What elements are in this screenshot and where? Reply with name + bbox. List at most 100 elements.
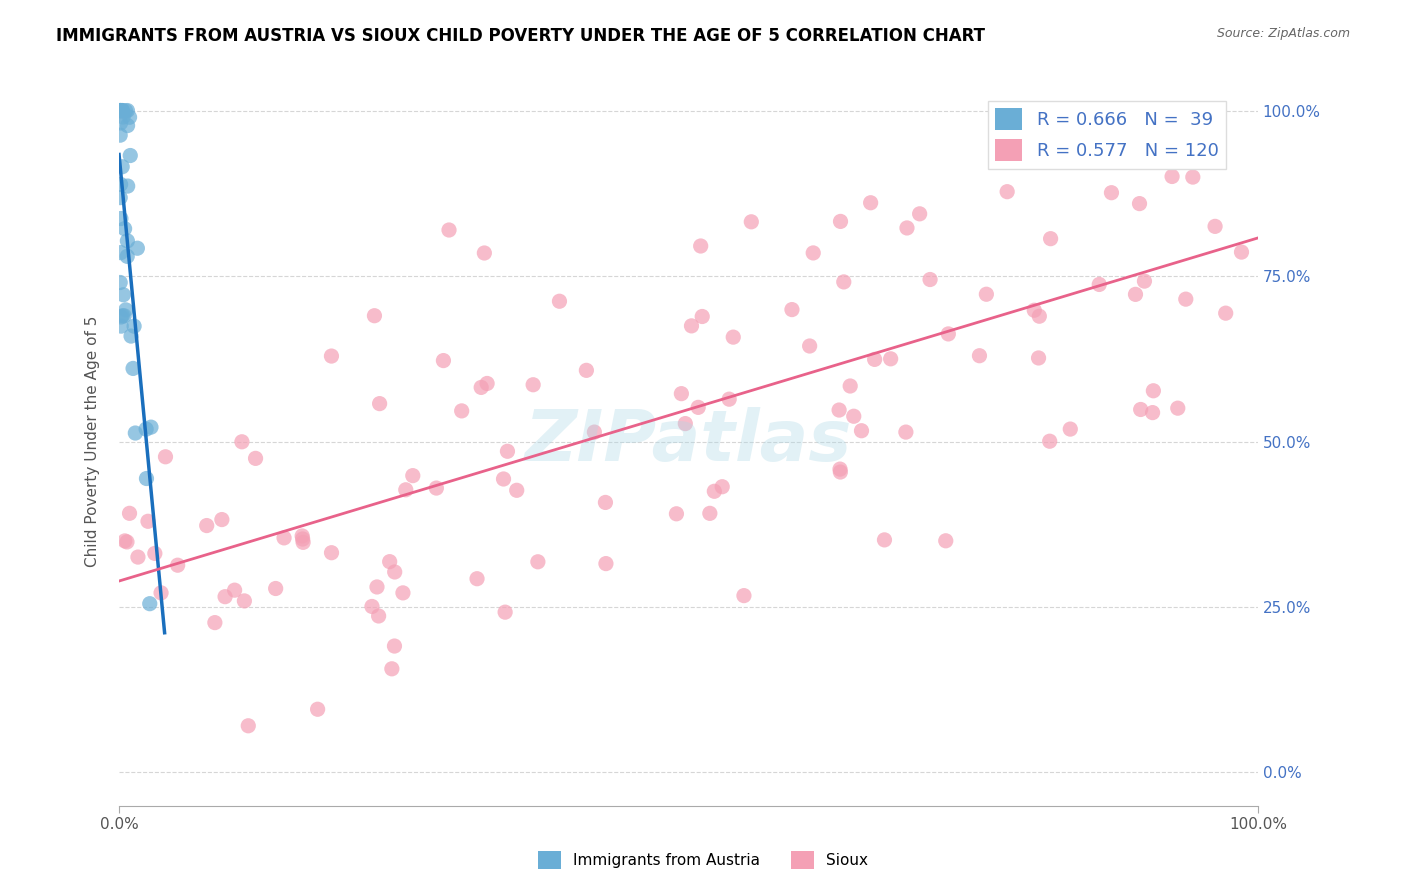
Sioux (1088, 277, 1111, 292)
Immigrants from Austria (139, 420, 162, 434)
Sioux (828, 462, 851, 476)
Sioux (496, 444, 519, 458)
Sioux (204, 615, 226, 630)
Sioux (321, 349, 343, 363)
Sioux (527, 555, 550, 569)
Immigrants from Austria (110, 116, 132, 130)
Sioux (321, 546, 343, 560)
Sioux (671, 386, 693, 401)
Sioux (437, 223, 460, 237)
Immigrants from Austria (117, 179, 139, 194)
Legend: R = 0.666   N =  39, R = 0.577   N = 120: R = 0.666 N = 39, R = 0.577 N = 120 (988, 101, 1226, 169)
Immigrants from Austria (110, 211, 132, 226)
Immigrants from Austria (110, 245, 132, 260)
Sioux (799, 339, 821, 353)
Sioux (935, 533, 957, 548)
Sioux (851, 424, 873, 438)
Sioux (859, 195, 882, 210)
Sioux (1161, 169, 1184, 184)
Sioux (879, 351, 901, 366)
Immigrants from Austria (112, 287, 135, 301)
Legend: Immigrants from Austria, Sioux: Immigrants from Austria, Sioux (531, 845, 875, 875)
Immigrants from Austria (108, 128, 131, 143)
Sioux (472, 246, 495, 260)
Sioux (1204, 219, 1226, 234)
Sioux (995, 185, 1018, 199)
Sioux (166, 558, 188, 573)
Sioux (1142, 384, 1164, 398)
Sioux (366, 580, 388, 594)
Sioux (1101, 186, 1123, 200)
Sioux (238, 719, 260, 733)
Immigrants from Austria (110, 178, 132, 192)
Immigrants from Austria (120, 329, 142, 343)
Sioux (828, 403, 851, 417)
Sioux (233, 594, 256, 608)
Text: ZIPatlas: ZIPatlas (524, 407, 852, 476)
Sioux (1039, 434, 1062, 449)
Sioux (292, 535, 315, 549)
Immigrants from Austria (114, 302, 136, 317)
Sioux (740, 215, 762, 229)
Immigrants from Austria (135, 422, 157, 436)
Immigrants from Austria (110, 319, 132, 334)
Immigrants from Austria (118, 110, 141, 124)
Sioux (1142, 406, 1164, 420)
Sioux (548, 294, 571, 309)
Sioux (368, 396, 391, 410)
Sioux (703, 484, 725, 499)
Sioux (699, 507, 721, 521)
Sioux (1129, 402, 1152, 417)
Sioux (1118, 124, 1140, 138)
Sioux (863, 352, 886, 367)
Sioux (273, 531, 295, 545)
Sioux (920, 272, 942, 286)
Sioux (470, 380, 492, 394)
Text: Source: ZipAtlas.com: Source: ZipAtlas.com (1216, 27, 1350, 40)
Sioux (494, 605, 516, 619)
Sioux (1028, 310, 1050, 324)
Immigrants from Austria (115, 249, 138, 263)
Sioux (583, 425, 606, 439)
Sioux (127, 550, 149, 565)
Sioux (830, 465, 852, 479)
Sioux (595, 495, 617, 509)
Sioux (1230, 245, 1253, 260)
Sioux (150, 586, 173, 600)
Sioux (291, 529, 314, 543)
Sioux (690, 310, 713, 324)
Immigrants from Austria (111, 103, 134, 118)
Sioux (842, 409, 865, 424)
Sioux (1130, 103, 1153, 118)
Immigrants from Austria (122, 319, 145, 334)
Sioux (118, 506, 141, 520)
Sioux (1024, 303, 1046, 318)
Sioux (688, 401, 710, 415)
Y-axis label: Child Poverty Under the Age of 5: Child Poverty Under the Age of 5 (86, 316, 100, 567)
Sioux (723, 330, 745, 344)
Immigrants from Austria (117, 103, 139, 118)
Immigrants from Austria (112, 110, 135, 124)
Sioux (780, 302, 803, 317)
Sioux (114, 533, 136, 548)
Sioux (211, 512, 233, 526)
Sioux (896, 221, 918, 235)
Sioux (575, 363, 598, 377)
Immigrants from Austria (114, 103, 136, 118)
Immigrants from Austria (122, 361, 145, 376)
Sioux (801, 246, 824, 260)
Sioux (264, 582, 287, 596)
Sioux (363, 309, 385, 323)
Sioux (136, 514, 159, 528)
Sioux (384, 565, 406, 579)
Immigrants from Austria (111, 160, 134, 174)
Immigrants from Austria (114, 221, 136, 235)
Immigrants from Austria (110, 310, 132, 324)
Sioux (384, 639, 406, 653)
Sioux (839, 379, 862, 393)
Sioux (689, 239, 711, 253)
Sioux (224, 583, 246, 598)
Sioux (432, 353, 454, 368)
Sioux (361, 599, 384, 614)
Immigrants from Austria (139, 597, 162, 611)
